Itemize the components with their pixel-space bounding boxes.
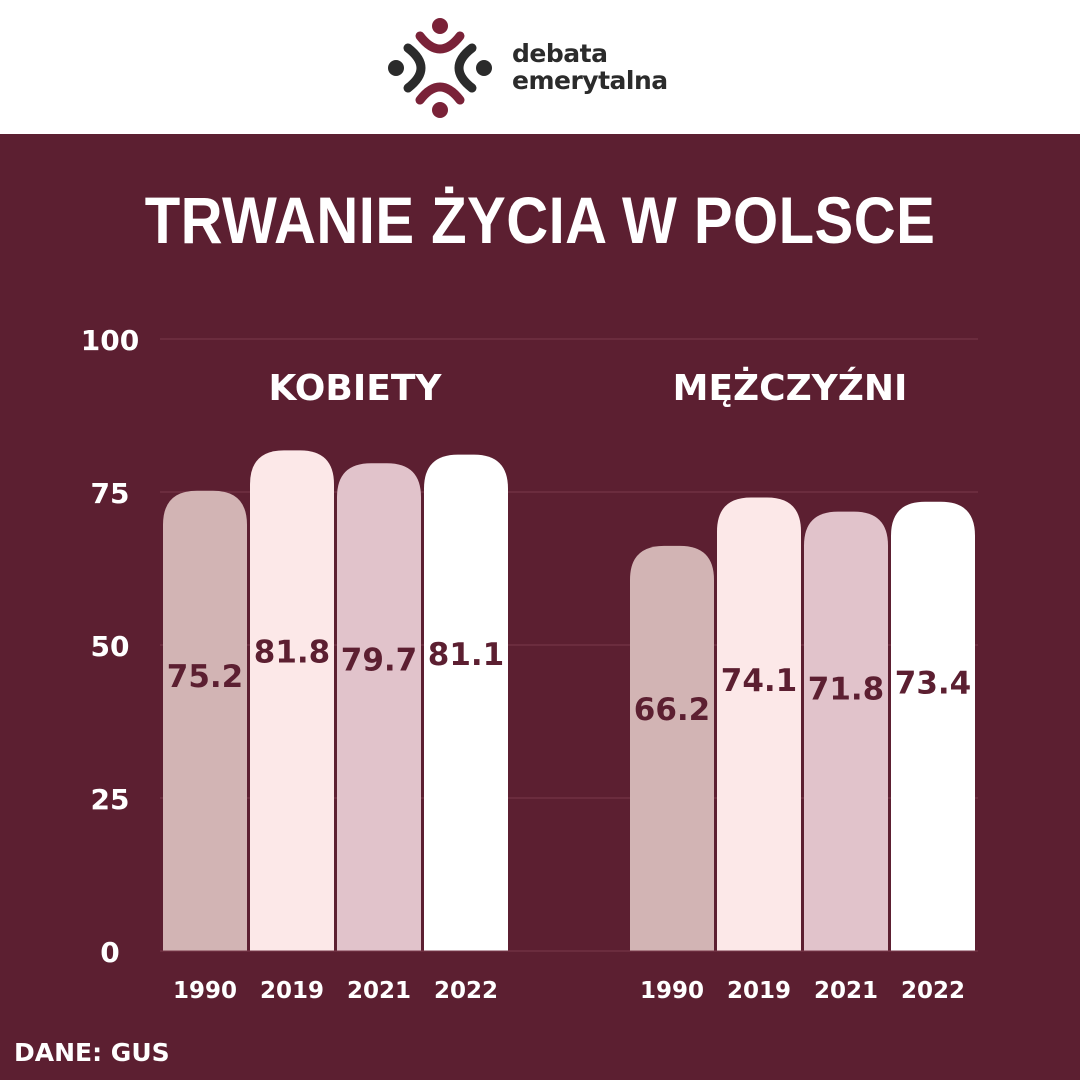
bar — [891, 501, 975, 951]
x-tick-label: 2022 — [901, 978, 965, 1004]
group-label: KOBIETY — [269, 368, 443, 409]
data-label: 74.1 — [721, 663, 798, 699]
bar — [337, 463, 421, 951]
x-tick-label: 2022 — [434, 978, 498, 1004]
x-tick-label: 2021 — [814, 978, 878, 1004]
data-label: 81.1 — [428, 637, 505, 673]
y-tick-label: 0 — [100, 936, 119, 969]
data-label: 75.2 — [167, 659, 244, 695]
x-tick-label: 2019 — [260, 978, 324, 1004]
data-label: 71.8 — [808, 671, 885, 707]
bar — [717, 497, 801, 951]
header: debata emerytalna — [0, 0, 1080, 134]
data-label: 73.4 — [895, 665, 972, 701]
bar-chart: 0 25 50 75 100 KOBIETY 75.2 1990 81.8 2019 79.7 202… — [81, 324, 978, 1004]
bar — [250, 450, 334, 951]
group-label: MĘŻCZYŹNI — [673, 366, 908, 409]
bar — [804, 511, 888, 951]
bar — [630, 545, 714, 951]
data-label: 79.7 — [341, 642, 418, 678]
chart-title: TRWANIE ŻYCIA W POLSCE — [144, 183, 936, 257]
logo-icon — [388, 18, 492, 118]
x-tick-label: 2019 — [727, 978, 791, 1004]
x-tick-label: 2021 — [347, 978, 411, 1004]
logo-line-2: emerytalna — [512, 66, 668, 95]
x-tick-label: 1990 — [173, 978, 237, 1004]
bar — [424, 454, 508, 951]
logo-line-1: debata — [512, 39, 608, 68]
y-tick-label: 100 — [81, 324, 139, 357]
y-tick-label: 75 — [91, 477, 130, 510]
data-label: 66.2 — [634, 692, 711, 728]
y-tick-label: 50 — [91, 630, 130, 663]
x-tick-label: 1990 — [640, 978, 704, 1004]
logo-text: debata emerytalna — [512, 40, 668, 94]
source-note: DANE: GUS — [14, 1038, 170, 1067]
data-label: 81.8 — [254, 635, 331, 671]
y-tick-label: 25 — [91, 783, 130, 816]
bar — [163, 490, 247, 951]
